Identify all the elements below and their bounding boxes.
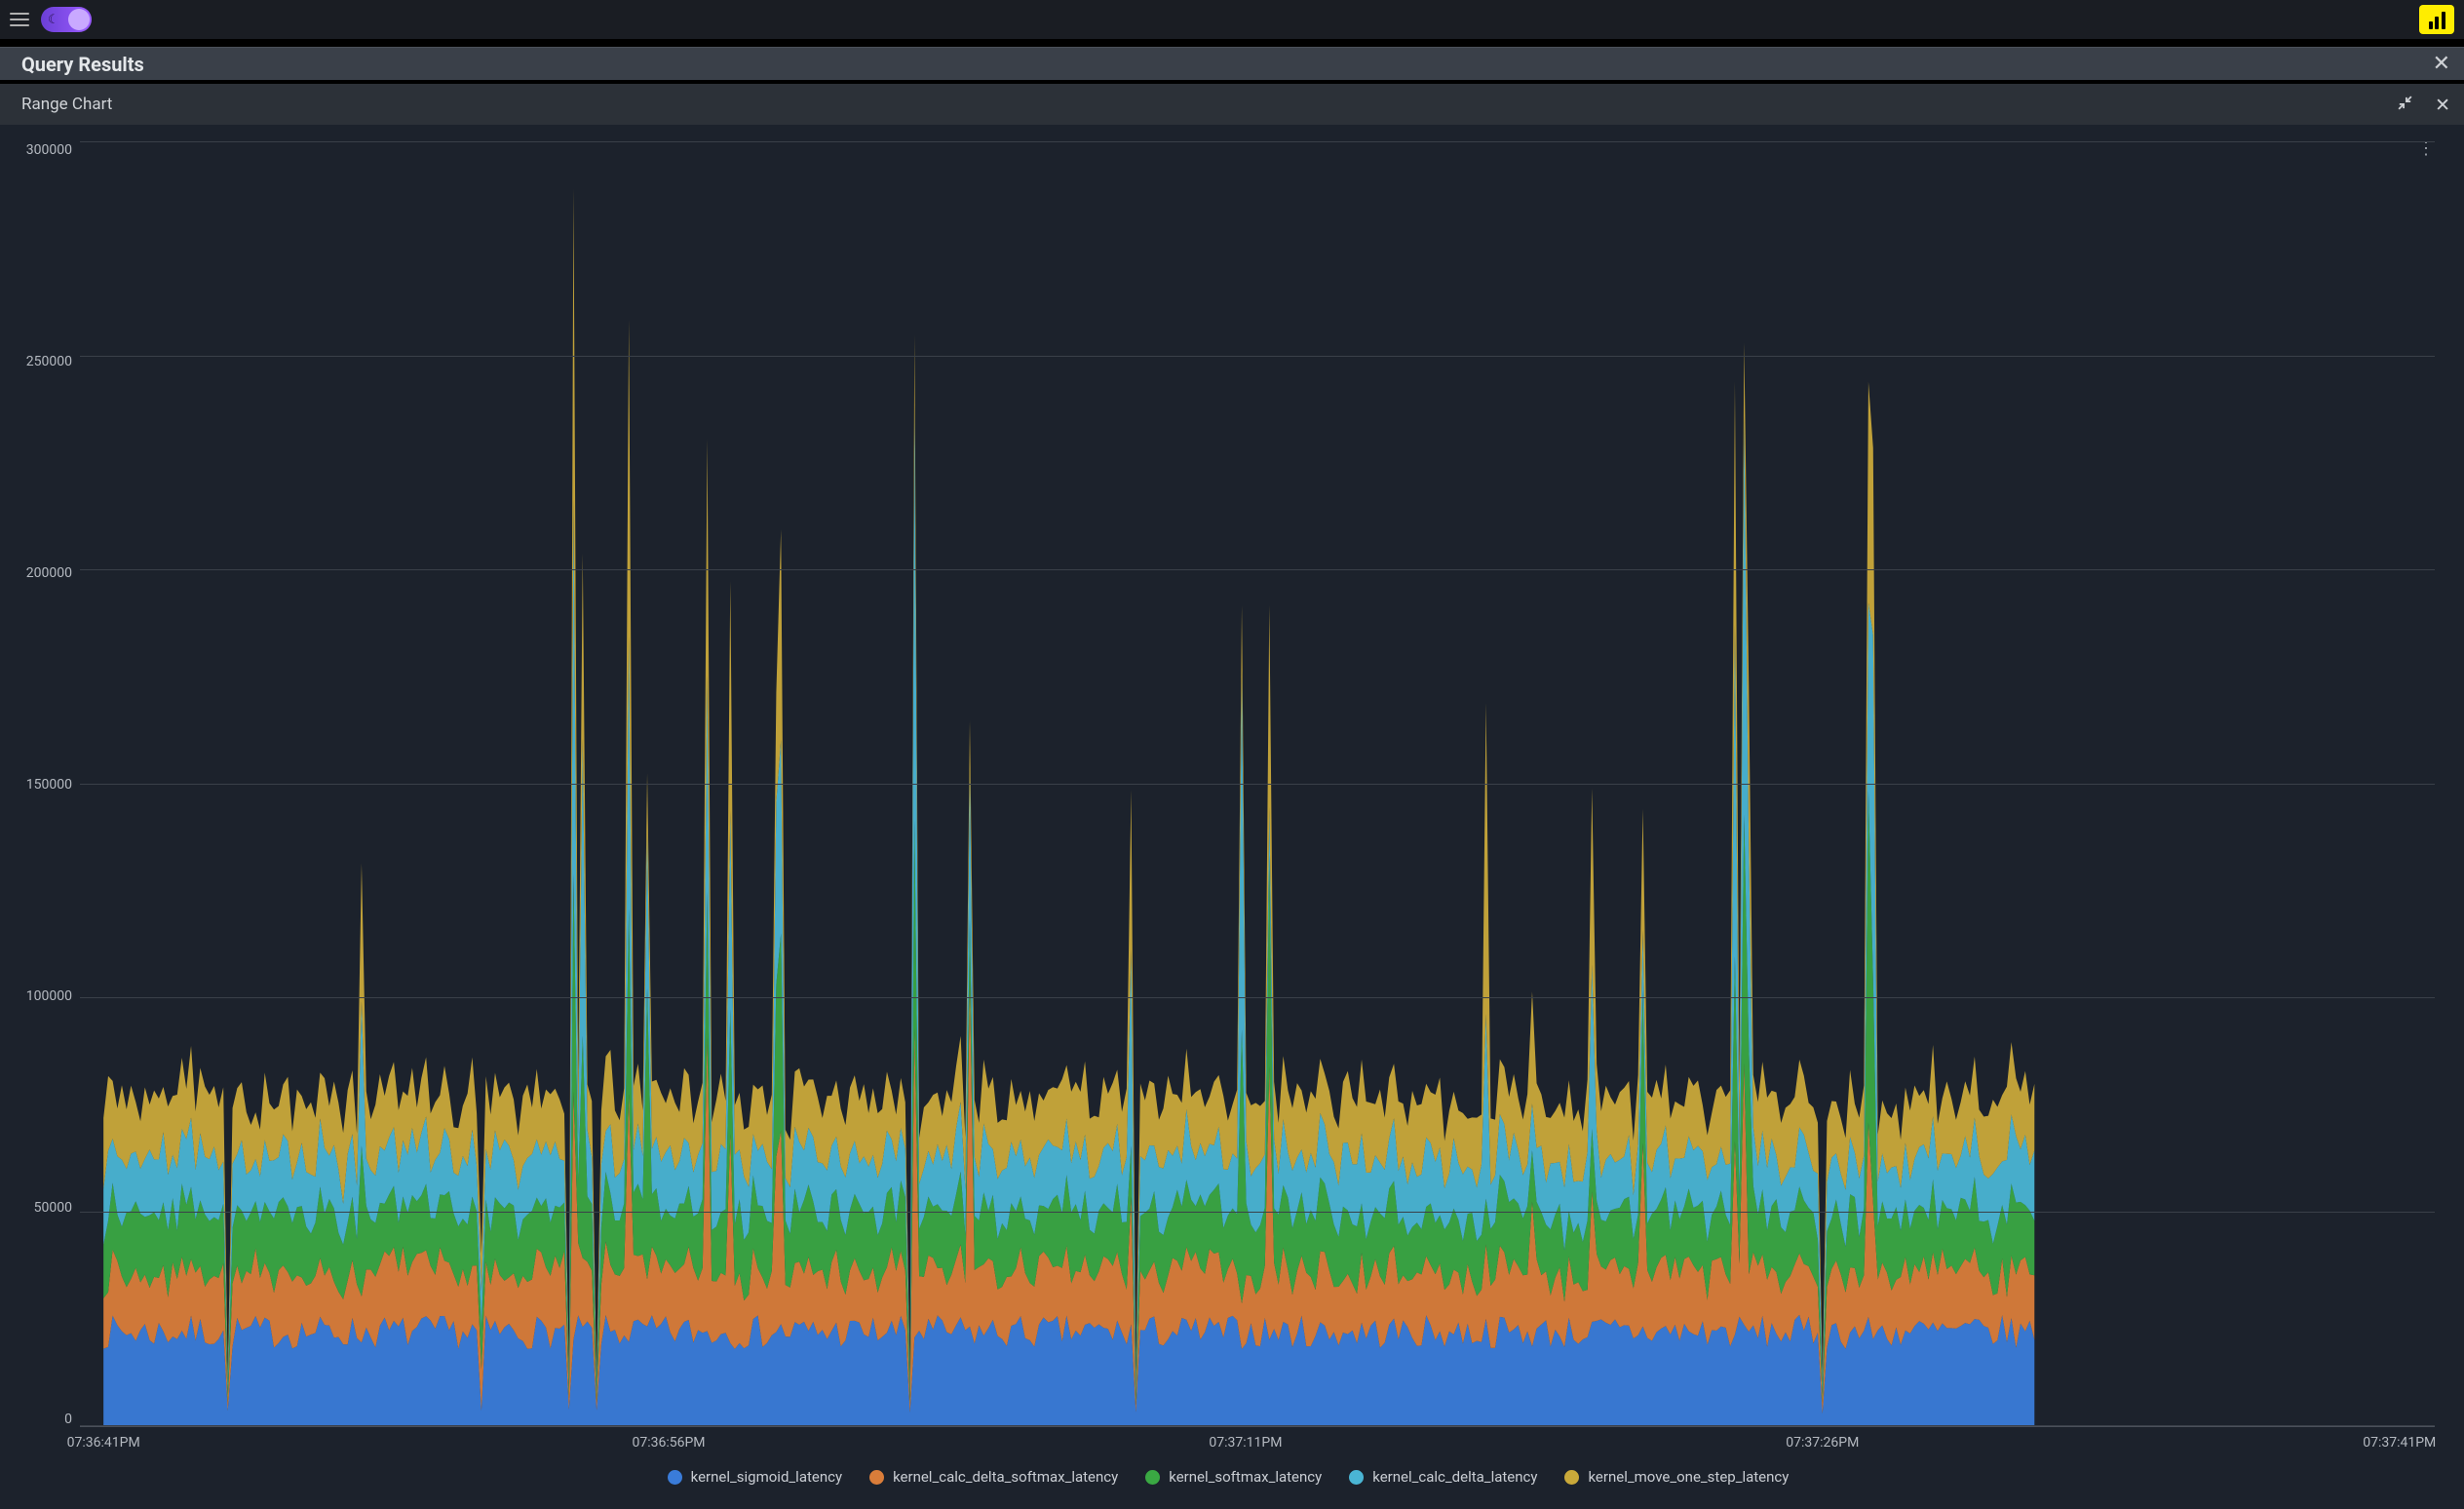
legend-label: kernel_sigmoid_latency [691, 1468, 842, 1486]
area-series [103, 1315, 2034, 1426]
x-tick-label: 07:37:41PM [2363, 1435, 2436, 1451]
legend-item[interactable]: kernel_softmax_latency [1145, 1468, 1322, 1486]
close-panel-icon[interactable]: ✕ [2433, 52, 2450, 76]
grid-line [80, 1212, 2435, 1213]
topbar: ☾ [0, 0, 2464, 39]
collapse-icon[interactable] [2397, 95, 2413, 115]
legend-label: kernel_move_one_step_latency [1588, 1468, 1789, 1486]
x-tick-label: 07:37:11PM [1209, 1435, 1282, 1451]
legend-label: kernel_calc_delta_softmax_latency [893, 1468, 1118, 1486]
legend-swatch [869, 1470, 884, 1485]
y-tick-label: 150000 [26, 777, 72, 793]
legend-swatch [1349, 1470, 1364, 1485]
grid-line [80, 1425, 2435, 1426]
y-tick-label: 100000 [26, 988, 72, 1004]
grid-line [80, 141, 2435, 142]
close-chart-icon[interactable]: ✕ [2435, 94, 2450, 116]
theme-toggle[interactable]: ☾ [41, 7, 92, 32]
legend-item[interactable]: kernel_move_one_step_latency [1564, 1468, 1789, 1486]
chart-panel: ⋮ 300000250000200000150000100000500000 0… [0, 125, 2464, 1509]
y-tick-label: 250000 [26, 354, 72, 369]
query-results-header: Query Results ✕ [0, 47, 2464, 80]
chart-legend: kernel_sigmoid_latency kernel_calc_delta_… [21, 1451, 2435, 1491]
moon-icon: ☾ [48, 13, 59, 27]
y-tick-label: 300000 [26, 142, 72, 158]
menu-icon[interactable] [10, 13, 29, 26]
panel-title: Query Results [21, 53, 144, 76]
y-axis: 300000 250000 200000 150000 100000 50000 0 [21, 142, 80, 1427]
grid-line [80, 356, 2435, 357]
grid-line [80, 784, 2435, 785]
legend-label: kernel_softmax_latency [1169, 1468, 1322, 1486]
x-tick-label: 07:37:26PM [1786, 1435, 1859, 1451]
chart-plot-area[interactable] [80, 142, 2435, 1427]
x-axis: 07:36:41PM07:36:56PM07:37:11PM07:37:26PM… [80, 1427, 2435, 1451]
chart-header: Range Chart ✕ [0, 84, 2464, 125]
legend-item[interactable]: kernel_calc_delta_latency [1349, 1468, 1537, 1486]
legend-label: kernel_calc_delta_latency [1372, 1468, 1537, 1486]
y-tick-label: 0 [64, 1412, 72, 1427]
app-logo[interactable] [2419, 5, 2454, 34]
grid-line [80, 569, 2435, 570]
y-tick-label: 50000 [34, 1200, 72, 1216]
legend-swatch [668, 1470, 682, 1485]
chart-title: Range Chart [21, 95, 112, 114]
legend-item[interactable]: kernel_calc_delta_softmax_latency [869, 1468, 1118, 1486]
y-tick-label: 200000 [26, 565, 72, 581]
legend-swatch [1145, 1470, 1160, 1485]
legend-item[interactable]: kernel_sigmoid_latency [668, 1468, 842, 1486]
x-tick-label: 07:36:56PM [632, 1435, 705, 1451]
grid-line [80, 997, 2435, 998]
x-tick-label: 07:36:41PM [67, 1435, 140, 1451]
toggle-knob [68, 9, 90, 30]
legend-swatch [1564, 1470, 1579, 1485]
